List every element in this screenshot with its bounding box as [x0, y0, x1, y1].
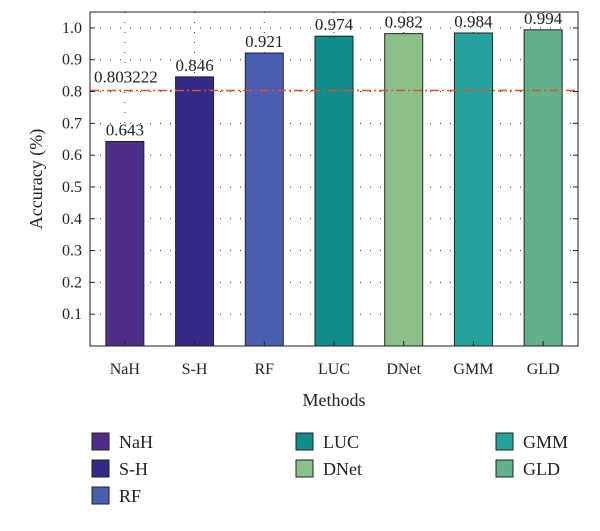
legend-label: RF	[119, 486, 141, 506]
bar-value-label: 0.984	[454, 12, 493, 31]
bar-value-label: 0.982	[385, 13, 423, 32]
bar-s-h	[175, 76, 215, 347]
x-tick-label: RF	[254, 361, 274, 378]
bar-nah	[105, 140, 145, 347]
bar-dnet	[384, 33, 424, 347]
y-tick-label: 0.5	[62, 179, 82, 196]
x-tick-label: NaH	[110, 361, 141, 378]
x-tick-label: LUC	[318, 361, 350, 378]
legend-label: DNet	[323, 459, 362, 479]
y-tick-label: 0.3	[62, 243, 82, 260]
y-tick-label: 0.1	[62, 306, 82, 323]
reference-line-layer: 0.803222	[90, 67, 578, 92]
legend-label: LUC	[323, 432, 359, 452]
y-axis: 0.1 0.2 0.3 0.4 0.5 0.6 0.7 0.8 0.9 1.0	[62, 20, 578, 323]
legend-label: S-H	[119, 459, 148, 479]
bar-value-label: 0.994	[524, 9, 563, 28]
y-tick-label: 0.6	[62, 147, 82, 164]
legend-label: GLD	[523, 459, 560, 479]
x-axis: NaH S-H RF LUC DNet GMM GLD	[110, 341, 560, 378]
bar-gmm	[453, 32, 493, 347]
legend: NaH S-H RF LUC DNet GMM GLD	[91, 432, 568, 506]
bar-gld	[523, 29, 563, 347]
y-tick-label: 0.8	[62, 84, 82, 101]
legend-swatch-gld	[495, 459, 514, 478]
bar-luc	[314, 35, 354, 347]
legend-swatch-nah	[91, 432, 110, 451]
bar-value-label: 0.643	[106, 120, 144, 139]
x-tick-label: GLD	[527, 361, 560, 378]
legend-swatch-rf	[91, 486, 110, 505]
x-tick-label: S-H	[182, 361, 208, 378]
y-tick-label: 0.2	[62, 274, 82, 291]
bar-value-label: 0.974	[315, 15, 354, 34]
x-axis-title: Methods	[303, 390, 366, 410]
y-axis-title: Accuracy (%)	[26, 129, 47, 229]
x-tick-label: GMM	[453, 361, 493, 378]
legend-label: NaH	[119, 432, 153, 452]
y-tick-label: 1.0	[62, 20, 82, 37]
bar-rf	[244, 52, 284, 347]
legend-swatch-dnet	[295, 459, 314, 478]
y-tick-label: 0.4	[62, 211, 82, 228]
legend-swatch-s-h	[91, 459, 110, 478]
legend-label: GMM	[523, 432, 568, 452]
x-tick-label: DNet	[386, 361, 421, 378]
reference-line-label: 0.803222	[94, 67, 158, 86]
y-tick-label: 0.9	[62, 52, 82, 69]
legend-swatch-gmm	[495, 432, 514, 451]
y-tick-label: 0.7	[62, 115, 82, 132]
bar-value-label: 0.846	[175, 56, 213, 75]
data-labels: 0.643 0.846 0.921 0.974 0.982 0.984 0.994	[106, 9, 563, 140]
bar-value-label: 0.921	[245, 32, 283, 51]
bars-layer	[105, 29, 563, 347]
legend-swatch-luc	[295, 432, 314, 451]
